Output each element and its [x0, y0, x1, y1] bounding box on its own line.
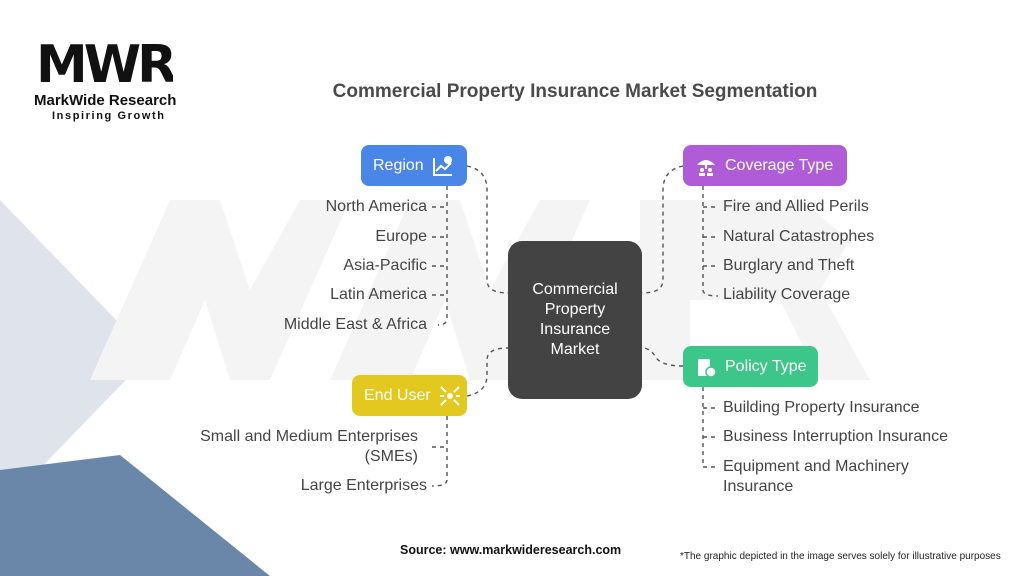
source-text: Source: www.markwideresearch.com: [400, 543, 622, 557]
end-user-item: Large Enterprises: [300, 477, 427, 494]
region-item: Latin America: [330, 286, 427, 303]
region-item: Europe: [375, 228, 427, 245]
logo-name: MarkWide Research: [34, 92, 177, 109]
center-node: Commercial Property Insurance Market: [508, 241, 642, 399]
page-title: Commercial Property Insurance Market Seg…: [332, 81, 818, 102]
bg-shape-dark: [0, 455, 270, 576]
end-user-node: End User: [352, 375, 467, 416]
policy-item: Business Interruption Insurance: [723, 428, 949, 445]
network-icon: [439, 385, 460, 406]
end-user-label: End User: [364, 386, 431, 404]
bg-shape-light: [0, 200, 150, 510]
end-user-item: Small and Medium Enterprises (SMEs): [200, 428, 418, 465]
coverage-node: Coverage Type: [683, 145, 847, 186]
region-item: Asia-Pacific: [343, 257, 427, 274]
coverage-item: Natural Catastrophes: [723, 228, 875, 245]
chart-question-icon: [432, 155, 452, 176]
policy-node: Policy Type: [683, 346, 818, 387]
region-node: Region: [361, 145, 467, 186]
coverage-item: Fire and Allied Perils: [723, 198, 869, 215]
logo-mark: MWR: [36, 38, 174, 92]
coverage-item: Burglary and Theft: [723, 257, 855, 274]
region-item: North America: [325, 198, 427, 215]
logo-tagline: Inspiring Growth: [52, 110, 166, 122]
umbrella-people-icon: [697, 159, 715, 176]
policy-item: Equipment and Machinery Insurance: [723, 458, 909, 495]
clipboard-check-icon: [698, 358, 717, 378]
coverage-item: Liability Coverage: [723, 286, 851, 303]
footnote: *The graphic depicted in the image serve…: [680, 551, 1001, 562]
region-label: Region: [373, 156, 424, 174]
region-item: Middle East & Africa: [283, 316, 427, 333]
connectors: [431, 165, 719, 487]
policy-item: Building Property Insurance: [723, 399, 920, 416]
policy-label: Policy Type: [725, 357, 807, 375]
coverage-label: Coverage Type: [725, 156, 834, 174]
